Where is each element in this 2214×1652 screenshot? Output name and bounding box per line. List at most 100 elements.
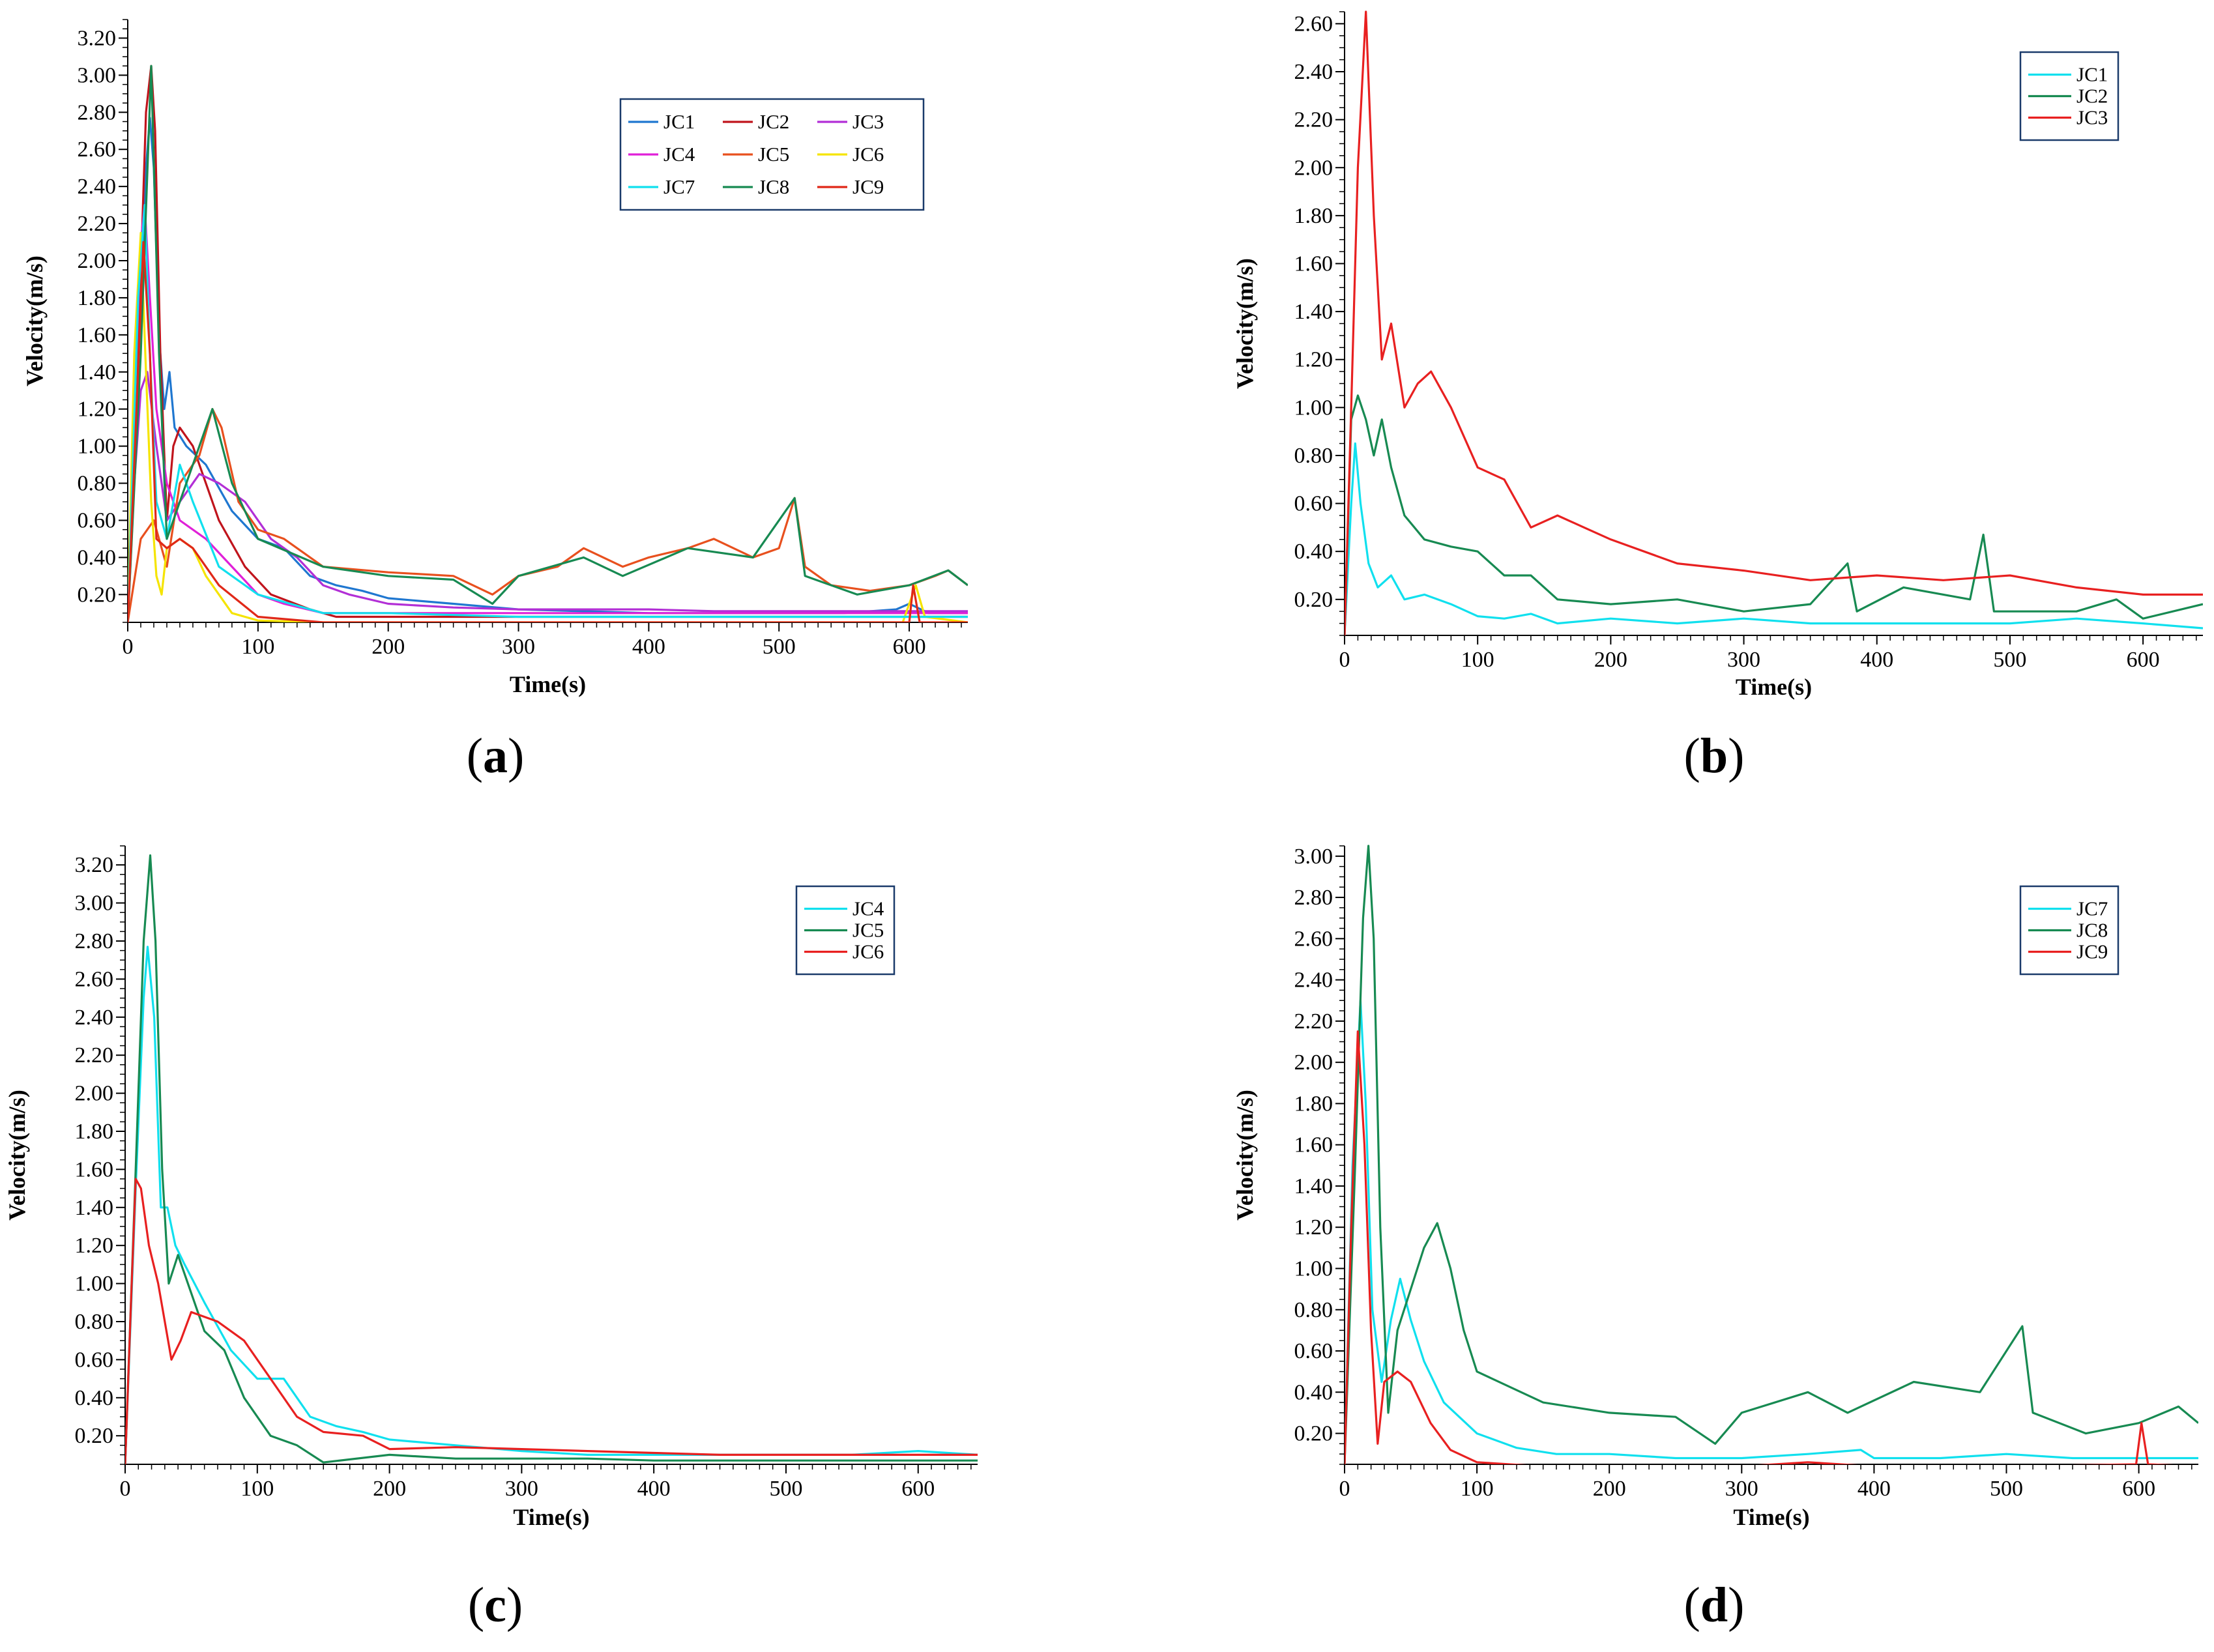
legend-label-jc2: JC2 xyxy=(758,110,789,133)
panel-label-open: ( xyxy=(467,729,483,783)
legend-label-jc7: JC7 xyxy=(2076,897,2108,920)
y-tick-label: 1.40 xyxy=(78,360,117,384)
x-tick-label: 400 xyxy=(637,1477,671,1501)
panel-label-close: ) xyxy=(506,1578,523,1632)
panel-label-open: ( xyxy=(468,1578,484,1632)
x-tick-label: 400 xyxy=(1860,648,1893,672)
panel-label: (b) xyxy=(1684,729,1745,783)
y-tick-label: 0.40 xyxy=(1294,1380,1333,1404)
y-tick-label: 1.20 xyxy=(75,1234,114,1258)
x-tick-label: 500 xyxy=(763,635,796,659)
legend-label-jc4: JC4 xyxy=(663,143,695,166)
series-line-jc3 xyxy=(1345,10,2203,635)
x-tick-label: 400 xyxy=(632,635,665,659)
y-tick-label: 1.60 xyxy=(1294,1133,1333,1157)
y-tick-label: 1.20 xyxy=(78,398,117,422)
y-tick-label: 2.80 xyxy=(1294,886,1333,910)
y-tick-label: 1.60 xyxy=(1294,252,1333,276)
x-axis-title: Time(s) xyxy=(1736,674,1812,700)
legend-label-jc6: JC6 xyxy=(852,940,884,963)
y-tick-label: 0.80 xyxy=(1294,1298,1333,1322)
y-tick-label: 1.80 xyxy=(78,286,117,310)
series-line-jc6 xyxy=(125,1178,978,1464)
y-tick-label: 0.20 xyxy=(1294,588,1333,612)
x-axis-title: Time(s) xyxy=(1733,1504,1809,1530)
y-tick-label: 2.40 xyxy=(1294,60,1333,84)
y-axis-title: Velocity(m/s) xyxy=(1232,1090,1258,1221)
y-axis-title: Velocity(m/s) xyxy=(22,255,48,386)
x-axis-title: Time(s) xyxy=(510,671,586,697)
y-tick-label: 3.20 xyxy=(75,853,114,877)
y-tick-label: 2.40 xyxy=(75,1006,114,1030)
y-tick-label: 2.40 xyxy=(1294,968,1333,993)
legend-label-jc5: JC5 xyxy=(758,143,789,166)
y-tick-label: 2.80 xyxy=(75,929,114,953)
legend-label-jc2: JC2 xyxy=(2076,85,2108,108)
x-axis-title: Time(s) xyxy=(513,1504,589,1530)
legend-label-jc8: JC8 xyxy=(758,175,789,198)
panel-label-open: ( xyxy=(1684,1578,1700,1632)
y-tick-label: 2.60 xyxy=(1294,12,1333,36)
legend-label-jc5: JC5 xyxy=(852,919,884,942)
legend: JC1 JC2 JC3 JC4 JC5 JC6 JC7 JC8 JC9 xyxy=(619,98,925,211)
y-tick-label: 2.00 xyxy=(78,249,117,273)
y-tick-label: 2.20 xyxy=(78,212,117,236)
legend-label-jc8: JC8 xyxy=(2076,919,2108,942)
y-tick-label: 1.40 xyxy=(75,1196,114,1220)
x-tick-label: 0 xyxy=(120,1477,131,1501)
panel-label: (a) xyxy=(467,729,525,783)
y-tick-label: 1.80 xyxy=(75,1120,114,1144)
y-tick-label: 1.00 xyxy=(1294,1256,1333,1281)
x-tick-label: 0 xyxy=(123,635,134,659)
series-line-jc1 xyxy=(1345,442,2203,635)
y-axis-title: Velocity(m/s) xyxy=(4,1090,30,1221)
x-tick-label: 300 xyxy=(1725,1477,1758,1501)
legend-label-jc6: JC6 xyxy=(852,143,884,166)
legend-label-jc3: JC3 xyxy=(852,110,884,133)
y-tick-label: 3.20 xyxy=(78,26,117,50)
y-tick-label: 3.00 xyxy=(1294,845,1333,869)
y-tick-label: 0.60 xyxy=(1294,492,1333,516)
x-tick-label: 600 xyxy=(2127,648,2160,672)
panel-label-letter: c xyxy=(484,1578,506,1632)
y-tick-label: 1.00 xyxy=(75,1272,114,1296)
legend-box xyxy=(619,98,925,211)
y-tick-label: 1.80 xyxy=(1294,204,1333,228)
series-line-jc8 xyxy=(128,65,968,622)
panel-label-open: ( xyxy=(1684,729,1700,783)
y-tick-label: 0.60 xyxy=(78,508,117,532)
y-tick-label: 0.80 xyxy=(75,1310,114,1334)
x-tick-label: 300 xyxy=(502,635,535,659)
x-tick-label: 0 xyxy=(1339,1477,1350,1501)
series-line-jc9 xyxy=(1345,1030,2174,1464)
legend-label-jc4: JC4 xyxy=(852,897,884,920)
panel-label-close: ) xyxy=(508,729,524,783)
x-tick-label: 500 xyxy=(1990,1477,2023,1501)
y-tick-label: 3.00 xyxy=(78,63,117,87)
x-tick-label: 200 xyxy=(373,1477,406,1501)
panel-label-letter: d xyxy=(1700,1578,1728,1632)
series-line-jc7 xyxy=(128,204,968,622)
y-tick-label: 0.40 xyxy=(1294,540,1333,564)
x-tick-label: 500 xyxy=(1993,648,2026,672)
y-tick-label: 2.40 xyxy=(78,175,117,199)
y-tick-label: 0.20 xyxy=(78,583,117,607)
x-tick-label: 600 xyxy=(2122,1477,2155,1501)
legend-label-jc9: JC9 xyxy=(852,175,884,198)
x-tick-label: 0 xyxy=(1339,648,1350,672)
y-tick-label: 2.20 xyxy=(75,1043,114,1067)
chart-panel-c: 0.20 0.40 0.60 0.80 1.00 1.20 1.40 1.60 1.80 2.00… xyxy=(4,845,978,1632)
y-tick-label: 1.60 xyxy=(75,1157,114,1181)
panel-label-letter: a xyxy=(483,729,508,783)
x-tick-label: 500 xyxy=(769,1477,802,1501)
y-tick-label: 0.40 xyxy=(78,545,117,570)
y-tick-label: 3.00 xyxy=(75,891,114,916)
y-tick-label: 1.80 xyxy=(1294,1092,1333,1116)
series-line-jc6 xyxy=(128,231,968,622)
series-line-jc8 xyxy=(1345,845,2198,1464)
y-tick-label: 0.80 xyxy=(1294,444,1333,468)
panel-label-letter: b xyxy=(1700,729,1728,783)
